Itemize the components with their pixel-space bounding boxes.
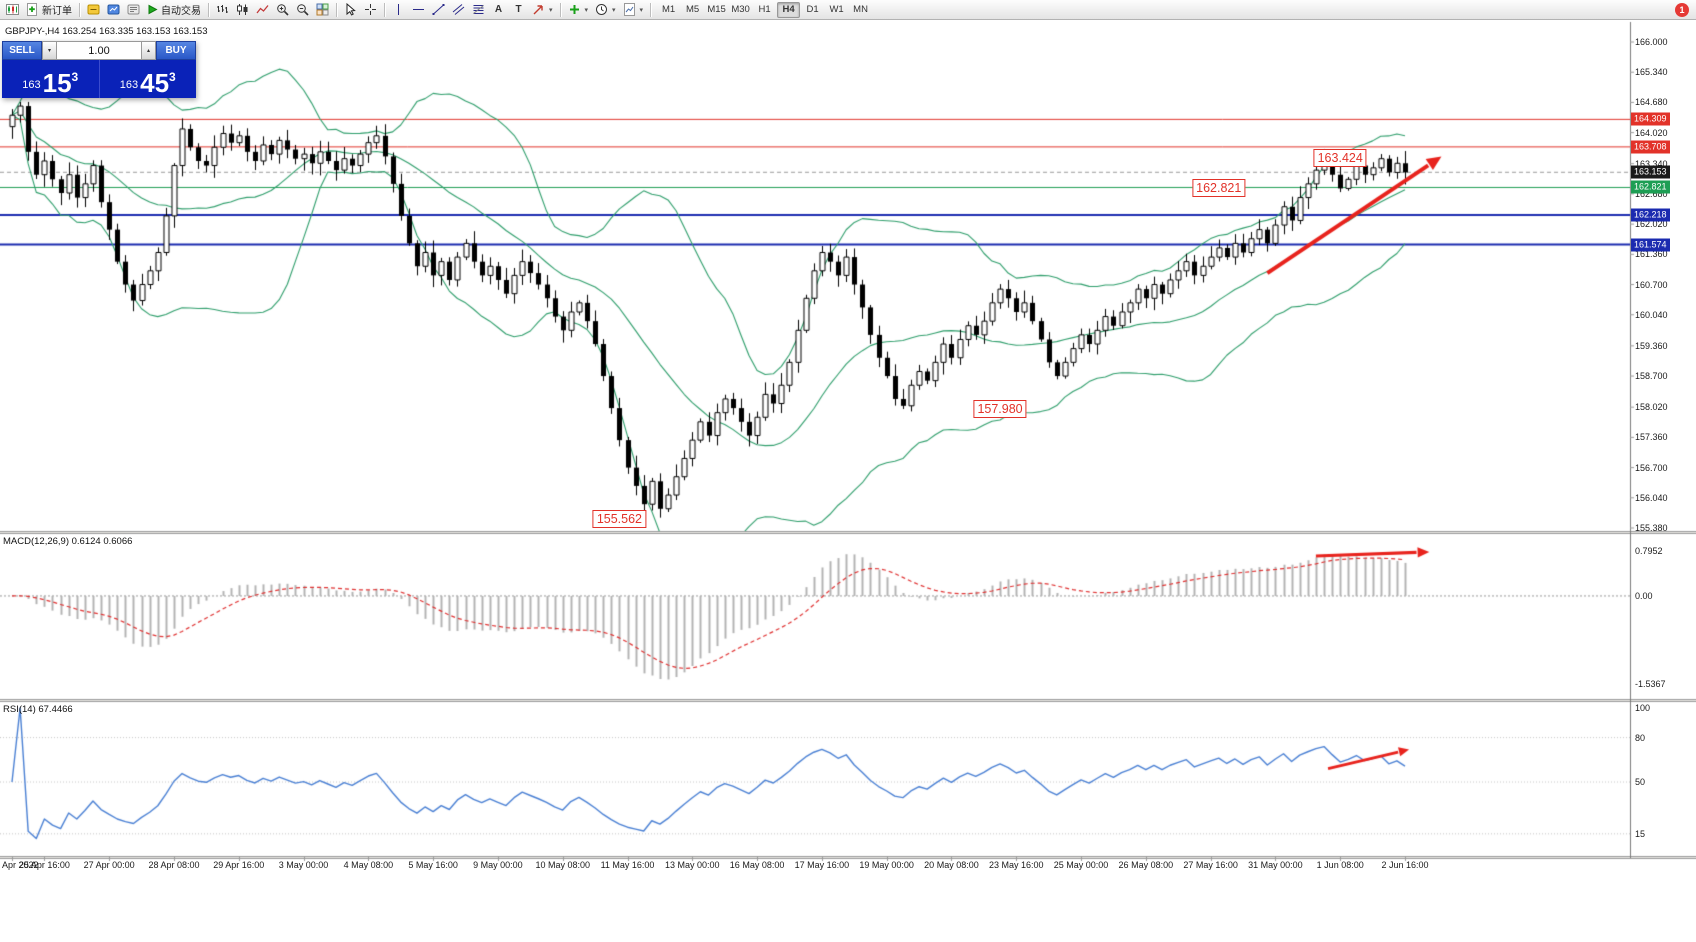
new-chart-button[interactable] [3,1,22,18]
trendline-icon [432,3,445,16]
notification-badge[interactable]: 1 [1675,2,1689,17]
volume-decrease-button[interactable]: ▾ [42,41,57,60]
dropdown-caret-icon: ▾ [612,6,616,14]
autotrading-button[interactable]: 自动交易 [144,1,204,18]
zoom-in-icon [276,3,289,16]
indicators-add-icon [568,3,581,16]
bid-price-display[interactable]: 163 15 3 [2,60,99,98]
ask-pip-digit: 3 [169,70,176,84]
new-order-label: 新订单 [42,6,72,17]
label-tool-icon: T [515,4,522,15]
new-order-button[interactable]: 新订单 [23,1,75,18]
toolbar-separator [79,2,80,17]
trade-panel-prices: 163 15 3 163 45 3 [2,60,196,98]
tile-windows-icon [316,3,329,16]
toolbar-separator [650,2,652,17]
bar-chart-icon [216,3,229,16]
dropdown-caret-icon: ▾ [639,6,644,14]
horizontal-line-icon [412,3,425,16]
fibonacci-button[interactable] [469,1,488,18]
bid-prefix: 163 [22,79,41,91]
new-order-icon [26,3,39,16]
metaeditor-button[interactable] [84,1,103,18]
caret-down-icon: ▾ [47,48,51,54]
zoom-out-button[interactable] [293,1,312,18]
one-click-trading-panel: SELL ▾ 1.00 ▴ BUY 163 15 3 163 45 3 [2,41,196,98]
bid-big-digits: 15 [42,68,72,98]
data-window-button[interactable] [124,1,143,18]
data-window-icon [127,3,140,16]
line-chart-icon [256,3,269,16]
autotrading-label: 自动交易 [161,6,201,17]
clock-icon [595,3,608,16]
timeframes-toolbar: M1 M5 M15 M30 H1 H4 D1 W1 MN [657,1,872,18]
market-watch-button[interactable] [104,1,123,18]
candlestick-chart-button[interactable] [233,1,252,18]
new-chart-icon [6,3,19,16]
sell-button[interactable]: SELL [2,41,42,60]
ask-price-display[interactable]: 163 45 3 [98,60,197,98]
volume-input[interactable]: 1.00 [57,41,141,60]
market-watch-icon [107,3,120,16]
buy-button[interactable]: BUY [156,41,196,60]
timeframe-button-mn[interactable]: MN [849,2,872,18]
zoom-in-button[interactable] [273,1,292,18]
trade-panel-controls: SELL ▾ 1.00 ▴ BUY [2,41,196,60]
dropdown-caret-icon: ▾ [549,6,553,14]
vertical-line-button[interactable] [389,1,408,18]
arrows-tool-icon [532,3,545,16]
text-tool-icon: A [494,4,503,15]
timeframe-button-m30[interactable]: M30 [729,2,752,18]
bid-pip-digit: 3 [71,70,79,84]
toolbar-separator [559,2,561,17]
ask-big-digits: 45 [140,68,170,98]
price-chart-canvas[interactable] [0,20,1696,882]
toolbar-separator [208,2,209,17]
timeframe-button-w1[interactable]: W1 [825,2,848,18]
vertical-line-icon [392,3,405,16]
candlestick-chart-icon [236,3,249,16]
bar-chart-button[interactable] [213,1,232,18]
periods-button[interactable]: ▾ [592,1,619,18]
ask-prefix: 163 [119,79,139,91]
template-icon [623,3,636,16]
crosshair-icon [364,3,377,16]
autotrading-play-icon [147,4,158,15]
fibonacci-icon [472,3,485,16]
metaeditor-icon [87,3,100,16]
toolbar-separator [384,2,385,17]
timeframe-button-h1[interactable]: H1 [753,2,776,18]
timeframe-button-m15[interactable]: M15 [705,2,728,18]
channel-button [449,1,468,18]
main-toolbar: 新订单 自动交易 A T ▾ ▾ ▾ ▾ M1 M5 M15 M30 H1 H4 D1 W1 M… [0,0,1696,20]
timeframe-button-m5[interactable]: M5 [681,2,704,18]
toolbar-separator [336,2,337,17]
channel-icon [452,3,465,16]
crosshair-button[interactable] [361,1,380,18]
cursor-button[interactable] [341,1,360,18]
horizontal-line-button[interactable] [409,1,428,18]
timeframe-button-h4[interactable]: H4 [777,1,801,18]
line-chart-button[interactable] [253,1,272,18]
trendline-button[interactable] [429,1,448,18]
timeframe-button-m1[interactable]: M1 [657,2,680,18]
cursor-icon [344,3,357,16]
arrows-tool-button[interactable]: ▾ [529,1,556,18]
timeframe-button-d1[interactable]: D1 [801,2,824,18]
templates-button[interactable]: ▾ [620,1,647,18]
dropdown-caret-icon: ▾ [584,6,589,14]
tile-windows-button[interactable] [313,1,332,18]
label-tool-button[interactable]: T [509,1,528,18]
indicators-button[interactable]: ▾ [565,1,592,18]
zoom-out-icon [296,3,309,16]
caret-up-icon: ▴ [146,48,150,54]
text-tool-button[interactable]: A [489,1,508,18]
volume-increase-button[interactable]: ▴ [141,41,156,60]
